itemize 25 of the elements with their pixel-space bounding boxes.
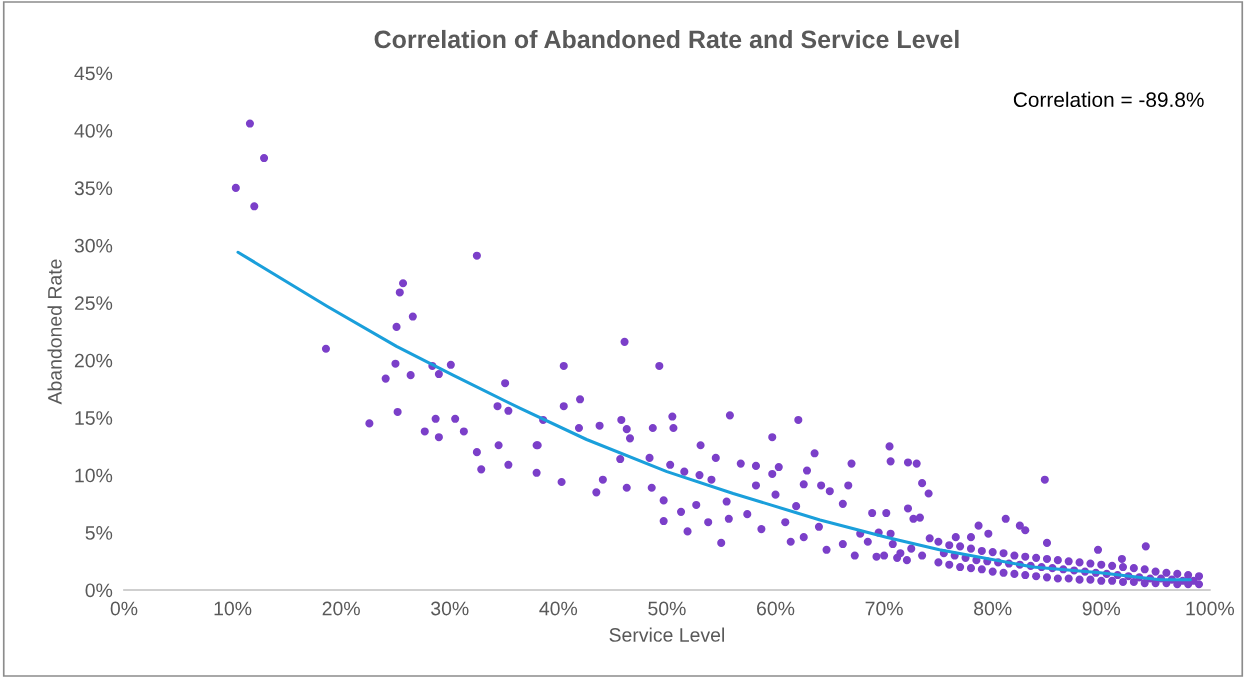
y-tick-label: 30% bbox=[74, 238, 113, 253]
annotation: Correlation = -89.8% bbox=[1013, 91, 1204, 108]
y-tick-label: 20% bbox=[74, 353, 113, 368]
y-tick-label: 40% bbox=[74, 123, 113, 138]
y-tick-label: 10% bbox=[75, 468, 113, 483]
x-tick-label: 20% bbox=[322, 601, 360, 616]
x-tick-label: 70% bbox=[865, 601, 903, 616]
y-tick-label: 25% bbox=[74, 296, 113, 311]
x-tick-label: 60% bbox=[757, 601, 795, 616]
y-tick-label: 45% bbox=[74, 66, 113, 81]
x-tick-label: 50% bbox=[648, 601, 686, 616]
y-tick-label: 5% bbox=[85, 526, 113, 540]
x-tick-label: 0% bbox=[110, 601, 138, 616]
x-tick-label: 100% bbox=[1186, 601, 1235, 616]
y-tick-label: 35% bbox=[74, 181, 113, 196]
x-tick-label: 10% bbox=[214, 601, 252, 616]
x-tick-label: 80% bbox=[974, 601, 1012, 616]
x-tick-label: 90% bbox=[1082, 601, 1121, 616]
y-tick-label: 0% bbox=[85, 583, 113, 598]
chart-title: Correlation of Abandoned Rate and Service Level bbox=[374, 29, 959, 49]
y-axis-title: Abandoned Rate bbox=[47, 259, 62, 405]
x-axis-title: Service Level bbox=[609, 627, 724, 642]
y-tick-label: 15% bbox=[75, 411, 113, 425]
x-tick-label: 30% bbox=[431, 601, 469, 616]
x-tick-label: 40% bbox=[539, 601, 578, 616]
